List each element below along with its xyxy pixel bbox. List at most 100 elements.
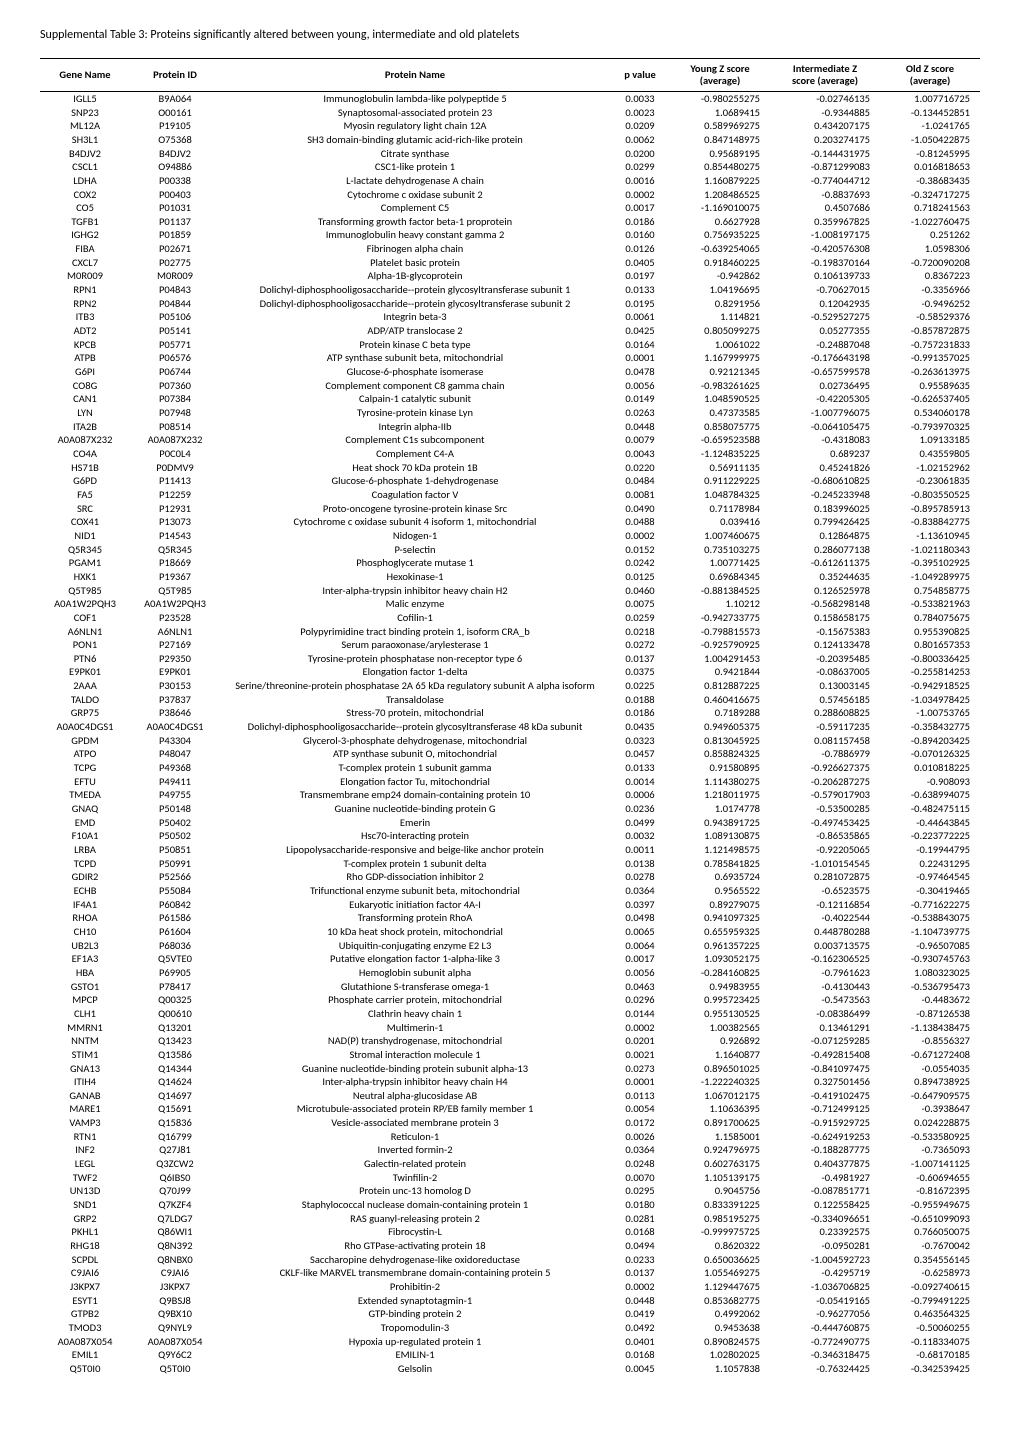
table-cell: P07948 [130, 406, 220, 420]
table-cell: P0C0L4 [130, 447, 220, 461]
table-cell: -0.198370164 [770, 256, 880, 270]
table-row: 2AAAP30153Serine/threonine-protein phosp… [40, 679, 980, 693]
table-cell: 0.0075 [610, 597, 670, 611]
table-cell: P00403 [130, 188, 220, 202]
table-cell: -0.942918525 [880, 679, 980, 693]
table-row: G6PDP11413Glucose-6-phosphate 1-dehydrog… [40, 475, 980, 489]
table-cell: 0.949605375 [670, 720, 770, 734]
table-cell: Protein kinase C beta type [220, 338, 610, 352]
table-cell: 1.007460675 [670, 529, 770, 543]
table-cell: Q14697 [130, 1089, 220, 1103]
table-cell: 0.805099275 [670, 324, 770, 338]
table-cell: 0.0401 [610, 1335, 670, 1349]
table-cell: P01137 [130, 215, 220, 229]
table-row: RTN1Q16799Reticulon-10.00261.1585001-0.6… [40, 1130, 980, 1144]
table-cell: Inverted formin-2 [220, 1144, 610, 1158]
table-cell: TCPG [40, 761, 130, 775]
table-cell: P05141 [130, 324, 220, 338]
table-row: SCPDLQ8NBX0Saccharopine dehydrogenase-li… [40, 1253, 980, 1267]
table-cell: Q7LDG7 [130, 1212, 220, 1226]
table-cell: -1.010154545 [770, 857, 880, 871]
table-cell: Serine/threonine-protein phosphatase 2A … [220, 679, 610, 693]
table-row: PGAM1P18669Phosphoglycerate mutase 10.02… [40, 556, 980, 570]
table-cell: -0.245233948 [770, 488, 880, 502]
table-cell: -0.12116854 [770, 898, 880, 912]
table-cell: -0.20395485 [770, 652, 880, 666]
table-cell: A0A0C4DGS1 [130, 720, 220, 734]
table-cell: -0.44643845 [880, 816, 980, 830]
table-cell: 0.0172 [610, 1116, 670, 1130]
table-cell: 0.0056 [610, 379, 670, 393]
table-cell: 0.766050075 [880, 1226, 980, 1240]
table-cell: 0.926892 [670, 1034, 770, 1048]
table-cell: LEGL [40, 1157, 130, 1171]
table-cell: 0.0242 [610, 556, 670, 570]
table-cell: -0.346318475 [770, 1349, 880, 1363]
table-cell: -0.671272408 [880, 1048, 980, 1062]
table-cell: ATP synthase subunit beta, mitochondrial [220, 352, 610, 366]
table-cell: 0.955130525 [670, 1007, 770, 1021]
table-cell: P50851 [130, 843, 220, 857]
table-cell: Immunoglobulin heavy constant gamma 2 [220, 229, 610, 243]
table-cell: GTP-binding protein 2 [220, 1308, 610, 1322]
table-cell: -0.342539425 [880, 1362, 980, 1376]
table-cell: -0.419102475 [770, 1089, 880, 1103]
table-cell: 0.354556145 [880, 1253, 980, 1267]
table-cell: NID1 [40, 529, 130, 543]
table-cell: 0.785841825 [670, 857, 770, 871]
table-cell: -0.263613975 [880, 365, 980, 379]
table-cell: -0.579017903 [770, 789, 880, 803]
table-row: LEGLQ3ZCW2Galectin-related protein0.0248… [40, 1157, 980, 1171]
table-row: NNTMQ13423NAD(P) transhydrogenase, mitoc… [40, 1034, 980, 1048]
table-row: PON1P27169Serum paraoxonase/arylesterase… [40, 638, 980, 652]
table-cell: 1.0174778 [670, 802, 770, 816]
table-row: STIM1Q13586Stromal interaction molecule … [40, 1048, 980, 1062]
table-cell: P23528 [130, 611, 220, 625]
table-cell: 0.0160 [610, 229, 670, 243]
table-cell: -0.30419465 [880, 884, 980, 898]
table-cell: 0.0081 [610, 488, 670, 502]
table-cell: E9PK01 [40, 666, 130, 680]
table-cell: 0.126525978 [770, 584, 880, 598]
table-cell: P0DMV9 [130, 461, 220, 475]
table-cell: 0.602763175 [670, 1157, 770, 1171]
table-cell: -0.395102925 [880, 556, 980, 570]
table-cell: 0.813045925 [670, 734, 770, 748]
table-cell: C9JAI6 [130, 1267, 220, 1281]
table-cell: P48047 [130, 748, 220, 762]
column-header: Protein Name [220, 59, 610, 92]
table-cell: Prohibitin-2 [220, 1280, 610, 1294]
table-cell: -0.3356966 [880, 283, 980, 297]
table-cell: -0.05419165 [770, 1294, 880, 1308]
table-cell: -0.533821963 [880, 597, 980, 611]
table-cell: -0.915929725 [770, 1116, 880, 1130]
table-cell: 0.91580895 [670, 761, 770, 775]
table-cell: 0.0188 [610, 693, 670, 707]
table-cell: 0.122558425 [770, 1198, 880, 1212]
table-cell: 0.924796975 [670, 1144, 770, 1158]
table-cell: 1.10212 [670, 597, 770, 611]
table-cell: 0.404377875 [770, 1157, 880, 1171]
table-cell: 1.1640877 [670, 1048, 770, 1062]
table-cell: O75368 [130, 133, 220, 147]
table-cell: P04844 [130, 297, 220, 311]
table-cell: TALDO [40, 693, 130, 707]
table-cell: Heat shock 70 kDa protein 1B [220, 461, 610, 475]
table-cell: GRP2 [40, 1212, 130, 1226]
table-cell: P00338 [130, 174, 220, 188]
table-cell: TWF2 [40, 1171, 130, 1185]
table-cell: 0.0295 [610, 1185, 670, 1199]
table-cell: 0.02736495 [770, 379, 880, 393]
table-cell: MARE1 [40, 1103, 130, 1117]
table-cell: 0.0201 [610, 1034, 670, 1048]
table-cell: 1.114380275 [670, 775, 770, 789]
table-cell: Citrate synthase [220, 147, 610, 161]
table-cell: Q00610 [130, 1007, 220, 1021]
table-cell: Platelet basic protein [220, 256, 610, 270]
table-row: E9PK01E9PK01Elongation factor 1-delta0.0… [40, 666, 980, 680]
table-cell: SCPDL [40, 1253, 130, 1267]
proteins-table: Gene NameProtein IDProtein Namep valueYo… [40, 58, 980, 1376]
table-cell: 0.0323 [610, 734, 670, 748]
table-cell: -0.926627375 [770, 761, 880, 775]
table-cell: 0.0397 [610, 898, 670, 912]
